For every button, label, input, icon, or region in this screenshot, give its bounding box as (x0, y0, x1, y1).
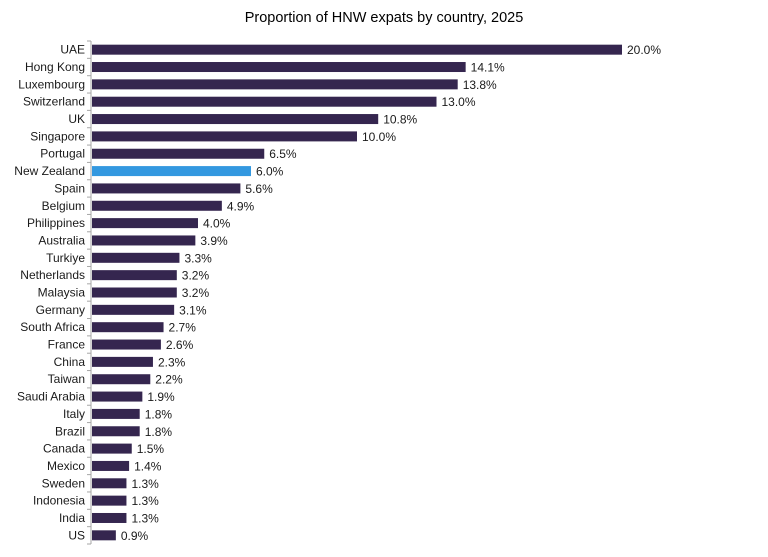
category-label: Luxembourg (18, 77, 85, 91)
bar-mexico (92, 460, 130, 471)
category-label: China (54, 355, 86, 369)
bar-luxembourg (92, 79, 458, 90)
data-label: 3.2% (182, 269, 210, 283)
category-label: Brazil (55, 424, 85, 438)
data-label: 4.9% (227, 199, 255, 213)
category-label: South Africa (20, 320, 85, 334)
category-label: Portugal (40, 147, 85, 161)
data-label: 2.2% (155, 373, 183, 387)
bar-italy (92, 408, 140, 419)
data-label: 10.8% (383, 113, 417, 127)
data-label: 14.1% (471, 61, 505, 75)
category-label: Switzerland (23, 95, 85, 109)
data-label: 3.3% (184, 251, 212, 265)
bar-uae (92, 44, 622, 55)
bar-india (92, 512, 127, 523)
category-label: UAE (60, 43, 85, 57)
category-label: Turkiye (46, 251, 85, 265)
data-label: 2.3% (158, 355, 186, 369)
data-label: 1.8% (145, 407, 173, 421)
category-label: US (68, 528, 85, 542)
bar-spain (92, 183, 241, 194)
bar-portugal (92, 148, 265, 159)
category-label: Malaysia (38, 286, 86, 300)
category-label: Sweden (42, 476, 85, 490)
bar-switzerland (92, 96, 437, 107)
bar-australia (92, 235, 196, 246)
data-label: 1.3% (131, 477, 159, 491)
bar-france (92, 339, 161, 350)
bar-new-zealand (92, 166, 251, 177)
category-label: UK (68, 112, 85, 126)
data-label: 1.8% (145, 425, 173, 439)
data-label: 13.0% (442, 95, 476, 109)
data-label: 1.3% (131, 511, 159, 525)
bar-philippines (92, 218, 198, 229)
category-label: New Zealand (14, 164, 85, 178)
bar-singapore (92, 131, 357, 142)
bar-china (92, 356, 153, 367)
data-label: 1.5% (137, 442, 165, 456)
bar-sweden (92, 478, 127, 489)
data-label: 3.9% (200, 234, 228, 248)
category-label: Belgium (42, 199, 85, 213)
data-label: 3.2% (182, 286, 210, 300)
category-label: Netherlands (20, 268, 85, 282)
data-label: 1.3% (131, 494, 159, 508)
bar-germany (92, 304, 175, 315)
bar-hong-kong (92, 62, 466, 73)
data-label: 0.9% (121, 529, 149, 543)
bar-canada (92, 443, 132, 454)
bar-taiwan (92, 374, 151, 385)
category-label: Mexico (47, 459, 85, 473)
bar-brazil (92, 426, 140, 437)
category-label: Indonesia (33, 494, 85, 508)
data-label: 5.6% (245, 182, 273, 196)
data-label: 3.1% (179, 303, 207, 317)
data-label: 1.9% (147, 390, 175, 404)
bar-netherlands (92, 270, 177, 281)
category-label: India (59, 511, 85, 525)
category-label: France (48, 338, 86, 352)
category-label: Singapore (30, 129, 85, 143)
category-label: Taiwan (48, 372, 85, 386)
bar-turkiye (92, 252, 180, 263)
category-label: Saudi Arabia (17, 390, 85, 404)
data-label: 6.0% (256, 165, 284, 179)
data-label: 20.0% (627, 43, 661, 57)
category-label: Italy (63, 407, 85, 421)
data-label: 10.0% (362, 130, 396, 144)
bar-us (92, 530, 116, 541)
data-label: 1.4% (134, 459, 162, 473)
data-label: 6.5% (269, 147, 297, 161)
bar-south-africa (92, 322, 164, 333)
category-label: Canada (43, 442, 85, 456)
category-label: Hong Kong (25, 60, 85, 74)
bar-saudi-arabia (92, 391, 143, 402)
data-label: 4.0% (203, 217, 231, 231)
data-label: 13.8% (463, 78, 497, 92)
category-label: Germany (36, 303, 85, 317)
category-label: Spain (54, 181, 85, 195)
data-label: 2.6% (166, 338, 194, 352)
bar-indonesia (92, 495, 127, 506)
category-label: Philippines (27, 216, 85, 230)
bar-malaysia (92, 287, 177, 298)
bar-belgium (92, 200, 222, 211)
bar-uk (92, 114, 379, 125)
chart-title: Proportion of HNW expats by country, 202… (244, 10, 524, 26)
category-label: Australia (38, 233, 85, 247)
data-label: 2.7% (169, 321, 197, 335)
